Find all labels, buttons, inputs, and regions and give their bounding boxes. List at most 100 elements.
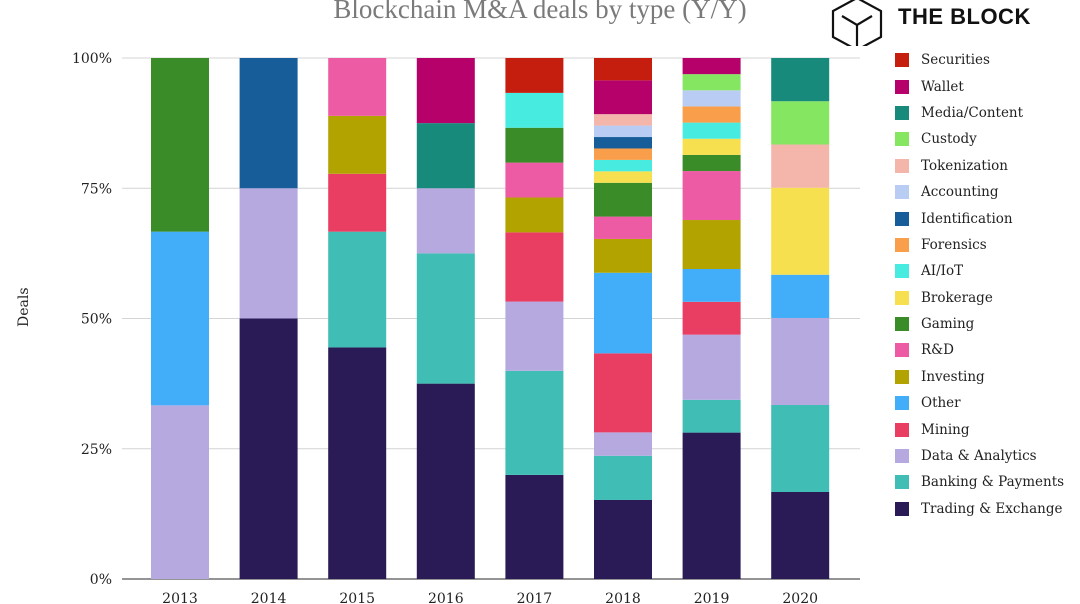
bar-segment — [682, 301, 741, 335]
brand-name: THE BLOCK — [898, 4, 1031, 29]
legend-item: Custody — [895, 126, 1077, 152]
x-tick-label: 2017 — [517, 591, 553, 604]
x-tick-labels: 2013 2014 2015 2016 2017 2018 2019 2020 — [162, 591, 818, 604]
bar-segment — [416, 123, 475, 189]
bar-segment — [594, 58, 652, 81]
legend-swatch — [895, 132, 909, 147]
legend-label: Brokerage — [921, 289, 993, 306]
bar-segment — [151, 405, 209, 579]
legend-item: Forensics — [895, 232, 1077, 258]
y-tick-label: 50% — [81, 312, 112, 328]
legend-item: Trading & Exchange — [895, 496, 1077, 522]
bar-segment — [594, 80, 652, 115]
bar-segment — [416, 188, 475, 254]
legend-swatch — [895, 369, 909, 384]
legend-swatch — [895, 158, 909, 173]
bar-segment — [416, 58, 475, 124]
legend-label: Identification — [921, 210, 1013, 227]
legend-item: Brokerage — [895, 285, 1077, 311]
bar-segment — [682, 220, 741, 270]
legend-swatch — [895, 422, 909, 437]
bar-segment — [594, 455, 652, 500]
bar-segment — [594, 432, 652, 456]
legend-label: Trading & Exchange — [921, 500, 1063, 517]
bar-segment — [682, 171, 741, 221]
bar-segment — [594, 148, 652, 160]
bar-segment — [682, 90, 741, 107]
legend-label: Media/Content — [921, 104, 1024, 121]
legend-label: AI/IoT — [921, 263, 964, 280]
legend-swatch — [895, 343, 909, 358]
legend-item: Wallet — [895, 73, 1077, 99]
legend-label: Forensics — [921, 236, 987, 253]
legend-swatch — [895, 79, 909, 94]
bar-segment — [594, 182, 652, 217]
bar-segment — [416, 383, 475, 579]
bar-segment — [682, 58, 741, 75]
x-tick-label: 2016 — [428, 591, 464, 604]
bar-segment — [594, 238, 652, 273]
bar-segment — [594, 114, 652, 126]
y-tick-label: 25% — [81, 442, 112, 458]
bar-segment — [682, 334, 741, 400]
legend-item: Other — [895, 390, 1077, 416]
legend-label: Other — [921, 395, 961, 412]
x-tick-label: 2020 — [782, 591, 818, 604]
legend-swatch — [895, 105, 909, 120]
bar-segment — [682, 399, 741, 433]
legend-swatch — [895, 290, 909, 305]
legend-swatch — [895, 264, 909, 279]
legend-label: R&D — [921, 342, 955, 359]
legend-swatch — [895, 317, 909, 332]
legend-label: Data & Analytics — [921, 448, 1037, 465]
bar-segment — [682, 138, 741, 155]
bar-segment — [771, 101, 830, 145]
legend-item: Media/Content — [895, 100, 1077, 126]
y-tick-label: 0% — [90, 572, 112, 588]
legend-swatch — [895, 185, 909, 200]
legend-label: Banking & Payments — [921, 474, 1065, 491]
legend-label: Wallet — [921, 78, 964, 95]
bar-segment — [239, 188, 298, 319]
bar-segment — [416, 253, 475, 384]
bar-segment — [771, 144, 830, 188]
legend-label: Accounting — [921, 184, 999, 201]
x-tick-label: 2015 — [339, 591, 375, 604]
legend-item: Tokenization — [895, 153, 1077, 179]
legend-item: Gaming — [895, 311, 1077, 337]
legend-swatch — [895, 211, 909, 226]
x-tick-label: 2019 — [694, 591, 730, 604]
legend-item: AI/IoT — [895, 258, 1077, 284]
gridlines — [122, 57, 860, 580]
y-tick-label: 75% — [81, 181, 112, 197]
bar-segment — [505, 58, 564, 93]
legend-item: Banking & Payments — [895, 469, 1077, 495]
bar-segment — [682, 74, 741, 91]
legend-swatch — [895, 501, 909, 516]
bar-segment — [328, 173, 387, 232]
bar-segment — [328, 347, 387, 579]
legend: Securities Wallet Media/Content Custody Toke… — [895, 47, 1077, 522]
bar-segment — [239, 318, 298, 579]
bars — [151, 58, 830, 579]
legend-swatch — [895, 449, 909, 464]
legend-item: R&D — [895, 337, 1077, 363]
the-block-logo-icon — [831, 0, 883, 46]
bar-segment — [505, 197, 564, 233]
legend-item: Identification — [895, 205, 1077, 231]
bar-segment — [328, 115, 387, 174]
bar-segment — [151, 58, 209, 232]
x-tick-label: 2018 — [605, 591, 641, 604]
bar-segment — [771, 404, 830, 492]
bar-segment — [594, 353, 652, 433]
bar-segment — [594, 272, 652, 354]
legend-label: Gaming — [921, 316, 975, 333]
legend-label: Investing — [921, 368, 985, 385]
bar-segment — [505, 92, 564, 128]
legend-swatch — [895, 237, 909, 252]
bar-segment — [505, 127, 564, 163]
bar-segment — [771, 491, 830, 579]
bar-segment — [328, 231, 387, 348]
legend-item: Mining — [895, 416, 1077, 442]
bar-segment — [682, 154, 741, 172]
